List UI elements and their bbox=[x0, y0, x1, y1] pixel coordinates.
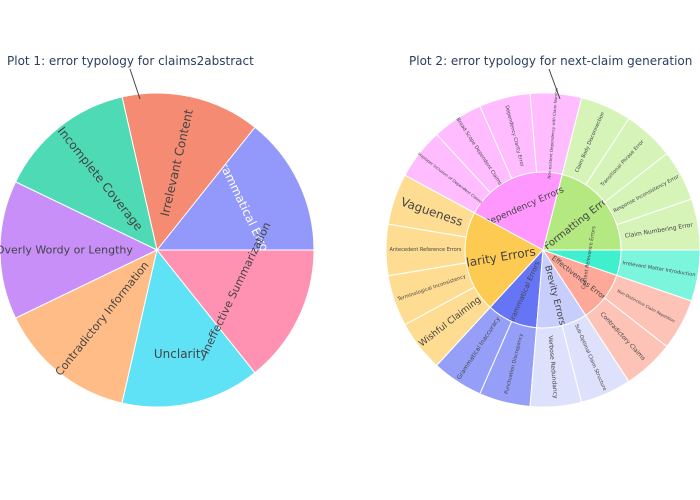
pie-label-overly-wordy-or-lengthy: Overly Wordy or Lengthy bbox=[0, 244, 133, 257]
plot-1-title: Plot 1: error typology for claims2abstra… bbox=[7, 54, 254, 68]
sunburst-leaf-label-antecedent-reference-errors: Antecedent Reference Errors bbox=[390, 247, 462, 253]
plot-2-title: Plot 2: error typology for next-claim ge… bbox=[409, 54, 692, 68]
plot-1-pie: Grammatical ErrorsIrrelevant ContentInco… bbox=[0, 93, 314, 407]
